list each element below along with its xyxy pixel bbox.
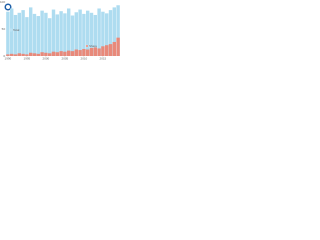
bar [55, 52, 60, 56]
legend-swatch [85, 44, 89, 48]
bar [97, 8, 101, 56]
bar [93, 14, 98, 57]
legend-label: Share [89, 44, 97, 48]
bar [44, 52, 48, 56]
bar [36, 53, 41, 56]
bar [63, 51, 67, 56]
bar [85, 10, 90, 57]
bar [108, 44, 113, 56]
bar [104, 13, 109, 56]
legend-label: Total [13, 28, 20, 32]
x-tick-label: 1990 [5, 56, 12, 60]
bar [13, 14, 18, 57]
bar [82, 13, 86, 56]
bar [70, 15, 75, 56]
bar [21, 53, 25, 56]
bar [89, 12, 94, 57]
legend-swatch [9, 28, 13, 32]
bar [21, 10, 25, 57]
bar [36, 16, 41, 56]
bar [74, 49, 79, 56]
x-tick-label: 2005 [62, 56, 69, 60]
y-tick-label: 100 [0, 0, 5, 4]
bar [28, 52, 33, 56]
bar [82, 48, 86, 56]
bar [59, 51, 63, 56]
bar [63, 13, 67, 56]
bar [66, 50, 71, 56]
bar [66, 8, 71, 56]
bar [70, 51, 75, 56]
bar [32, 13, 37, 56]
bar [32, 53, 37, 56]
x-tick-label: 2015 [100, 56, 107, 60]
bar [25, 17, 29, 56]
page: 0 50 100 1990 1995 2000 2005 2010 2015 Total Share… [0, 0, 320, 61]
bar [51, 9, 56, 56]
bar [104, 45, 109, 56]
chart: 0 50 100 1990 1995 2000 2005 2010 2015 Total Share [0, 0, 120, 60]
bar [116, 5, 120, 57]
bar [44, 12, 48, 57]
bar [97, 48, 101, 56]
bar [40, 52, 44, 56]
bar [108, 10, 113, 57]
bar [93, 47, 98, 56]
bar [112, 41, 117, 56]
bar [17, 12, 22, 57]
bar [9, 53, 14, 56]
bar [13, 54, 18, 56]
bar [101, 46, 105, 56]
bar [40, 10, 44, 57]
bar [55, 14, 60, 57]
bar [89, 47, 94, 56]
bar [78, 9, 82, 56]
x-tick-label: 1995 [24, 56, 31, 60]
bar [59, 11, 63, 56]
bar [6, 54, 10, 56]
bar [74, 12, 79, 56]
bar [9, 8, 14, 56]
bar [17, 53, 22, 56]
x-tick-label: 2000 [43, 56, 50, 60]
bar [47, 53, 52, 56]
y-tick-label: 50 [2, 27, 6, 31]
x-tick-label: 2010 [81, 56, 88, 60]
bar [85, 49, 90, 56]
bar [47, 18, 52, 56]
bar [25, 54, 29, 56]
logo-inner [6, 5, 10, 9]
bar [112, 7, 117, 56]
bar [28, 7, 33, 56]
y-tick-label: 0 [3, 54, 5, 58]
bar [51, 51, 56, 56]
bar [101, 11, 105, 56]
bar [78, 50, 82, 56]
bar [116, 37, 120, 56]
bar [6, 11, 10, 56]
